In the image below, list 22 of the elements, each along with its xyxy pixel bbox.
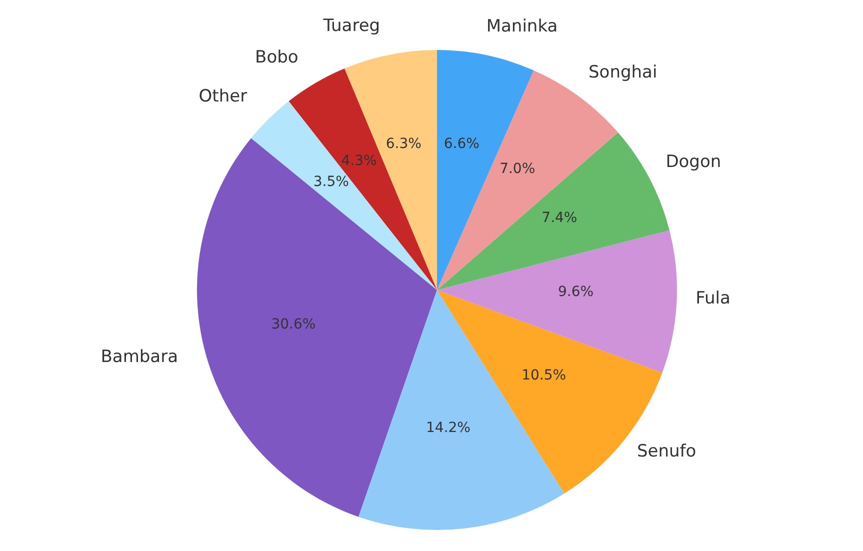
slice-label: Bambara: [100, 347, 178, 368]
data-label: 14.2%: [426, 420, 470, 436]
data-label: 6.6%: [444, 136, 480, 152]
data-label: 10.5%: [522, 368, 566, 384]
data-label: 7.0%: [500, 161, 536, 178]
slice-label: Senufo: [636, 441, 696, 462]
pie-slice: [437, 50, 534, 290]
slice-label: Songhai: [588, 62, 658, 82]
pie-slice: [251, 101, 437, 290]
data-label: 7.4%: [542, 210, 578, 226]
data-label: 3.5%: [313, 174, 349, 190]
slice-label: Bobo: [255, 47, 298, 68]
data-label: 6.3%: [386, 136, 422, 152]
pie-slice: [288, 68, 437, 290]
data-label: 9.6%: [558, 284, 594, 300]
slice-label: Fula: [696, 288, 730, 308]
slice-label: Other: [198, 86, 248, 107]
data-label: 4.3%: [341, 152, 377, 169]
data-label: 30.6%: [271, 316, 316, 332]
slice-label: Maninka: [486, 16, 558, 37]
slice-label: Dogon: [666, 152, 722, 172]
slice-label: Tuareg: [322, 16, 380, 36]
